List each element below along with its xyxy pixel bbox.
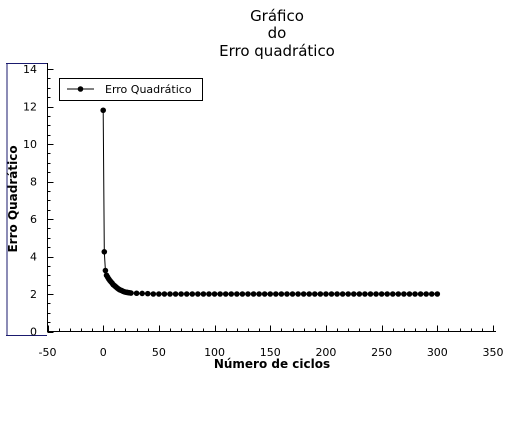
data-point (178, 291, 184, 297)
y-tick-label: 2 (30, 288, 37, 301)
x-tick-label: 0 (100, 346, 107, 359)
legend: Erro Quadrático (59, 78, 203, 101)
data-point (401, 291, 407, 297)
data-point (256, 291, 262, 297)
data-point (189, 291, 196, 297)
y-ticks: 0 2 4 6 8 10 12 14 (23, 63, 54, 339)
data-point (373, 291, 379, 297)
data-point (156, 291, 162, 297)
x-tick-label: 300 (427, 346, 448, 359)
x-tick-label: 250 (371, 346, 392, 359)
data-point (362, 291, 368, 297)
data-point (250, 291, 257, 297)
data-point (345, 291, 352, 297)
data-point (161, 291, 168, 297)
x-tick-label: 100 (204, 346, 225, 359)
data-point (428, 291, 435, 297)
x-tick-label: 200 (315, 346, 336, 359)
data-point (389, 291, 396, 297)
y-axis-title: Erro Quadrático (6, 145, 20, 252)
data-point (417, 291, 424, 297)
data-point (295, 291, 301, 297)
x-tick-label: 350 (483, 346, 504, 359)
data-point (334, 291, 340, 297)
data-point (284, 291, 290, 297)
title-line-2: do (268, 24, 287, 42)
data-point (172, 291, 179, 297)
y-tick-label: 4 (30, 251, 37, 264)
title-line-1: Gráfico (250, 7, 304, 25)
data-point (423, 291, 429, 297)
data-point (289, 291, 296, 297)
data-point (261, 291, 268, 297)
data-point (101, 249, 108, 255)
legend-marker (77, 86, 84, 92)
data-point (378, 291, 385, 297)
chart-title: Gráfico do Erro quadrático (219, 7, 335, 60)
data-point (222, 291, 229, 297)
data-point (306, 291, 313, 297)
data-point (245, 291, 251, 297)
y-tick-label: 0 (30, 326, 37, 339)
data-point (395, 291, 402, 297)
data-point (356, 291, 363, 297)
data-point (100, 107, 106, 114)
x-tick-label: 50 (152, 346, 166, 359)
data-point (139, 290, 145, 297)
y-tick-label: 8 (30, 176, 37, 189)
data-point (278, 291, 285, 297)
data-point (312, 291, 318, 297)
data-point (128, 290, 134, 296)
x-ticks: -50 0 50 100 150 200 250 300 350 (39, 325, 504, 359)
x-tick-label: -50 (39, 346, 57, 359)
data-point (144, 290, 151, 297)
data-point (273, 291, 279, 297)
data-point (133, 290, 140, 297)
data-point (406, 291, 413, 297)
data-point (323, 291, 329, 297)
data-point (167, 291, 173, 297)
data-point (234, 291, 240, 297)
data-point (317, 291, 324, 297)
data-point (150, 291, 157, 297)
series-line (102, 110, 438, 295)
y-tick-label: 14 (23, 63, 37, 76)
data-point (412, 291, 418, 297)
legend-box (59, 78, 203, 101)
data-point (102, 267, 109, 274)
data-point (328, 291, 335, 297)
y-tick-label: 12 (23, 101, 37, 114)
data-point (228, 291, 235, 297)
data-point (211, 291, 218, 297)
x-axis-title: Número de ciclos (214, 357, 330, 371)
data-point (267, 291, 274, 297)
data-point (434, 291, 441, 297)
y-tick-label: 6 (30, 213, 37, 226)
x-tick-label: 150 (260, 346, 281, 359)
data-point (384, 291, 390, 297)
title-line-3: Erro quadrático (219, 42, 335, 60)
data-point (367, 291, 374, 297)
data-point (300, 291, 307, 297)
data-point (339, 291, 346, 297)
y-axis-panel (6, 63, 8, 336)
data-point (195, 291, 201, 297)
series-group (100, 107, 441, 297)
data-point (206, 291, 212, 297)
y-tick-label: 10 (23, 138, 37, 151)
data-point (217, 291, 223, 297)
data-point (183, 291, 190, 297)
data-point (200, 291, 207, 297)
data-point (350, 291, 357, 297)
legend-label: Erro Quadrático (105, 83, 192, 96)
data-point (239, 291, 246, 297)
